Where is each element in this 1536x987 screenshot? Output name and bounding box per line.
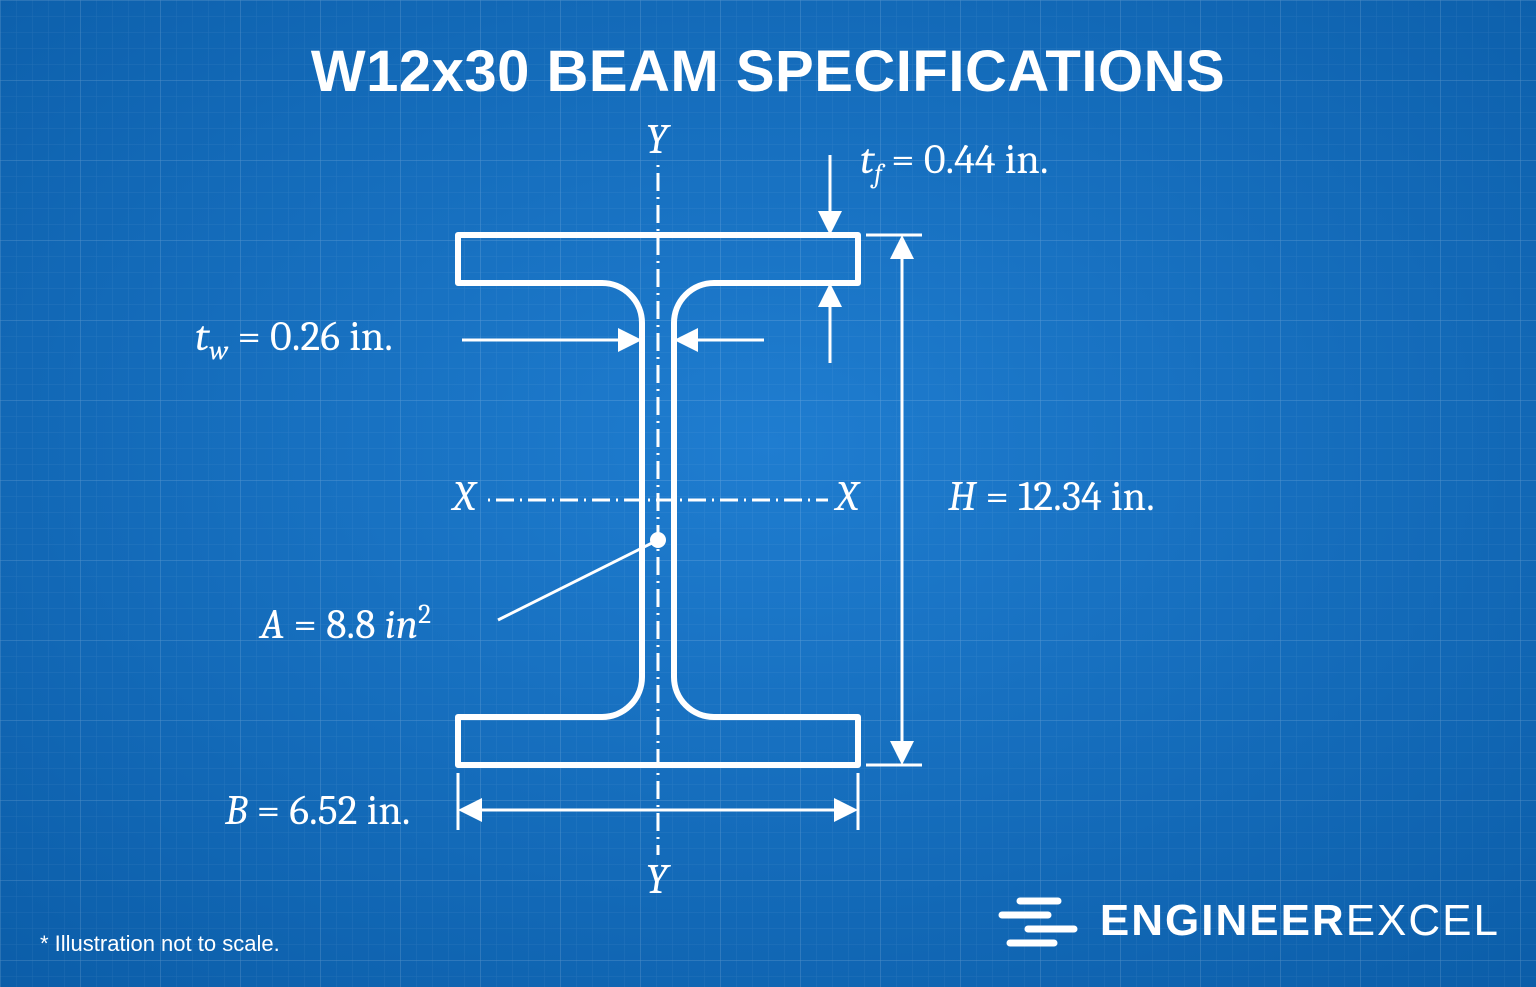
dim-label-tw: tw = 0.26 in.	[195, 312, 393, 366]
axis-x-left: X	[453, 472, 476, 521]
axis-y-top: Y	[646, 115, 668, 164]
brand-name-bold: ENGINEER	[1100, 896, 1346, 945]
page-title: W12x30 BEAM SPECIFICATIONS	[0, 38, 1536, 105]
brand-logo: ENGINEEREXCEL	[996, 893, 1500, 949]
dim-label-tf: tf = 0.44 in.	[860, 135, 1049, 189]
brand-name-light: EXCEL	[1346, 896, 1500, 945]
brand-logo-icon	[996, 893, 1086, 949]
footnote: * Illustration not to scale.	[40, 931, 280, 957]
dim-label-h: H = 12.34 in.	[948, 472, 1155, 521]
dim-label-b: B = 6.52 in.	[225, 786, 410, 835]
axis-x-right: X	[836, 472, 859, 521]
dim-label-area: A = 8.8 in2	[260, 598, 431, 649]
axis-y-bottom: Y	[646, 855, 668, 904]
diagram-svg	[0, 0, 1536, 987]
